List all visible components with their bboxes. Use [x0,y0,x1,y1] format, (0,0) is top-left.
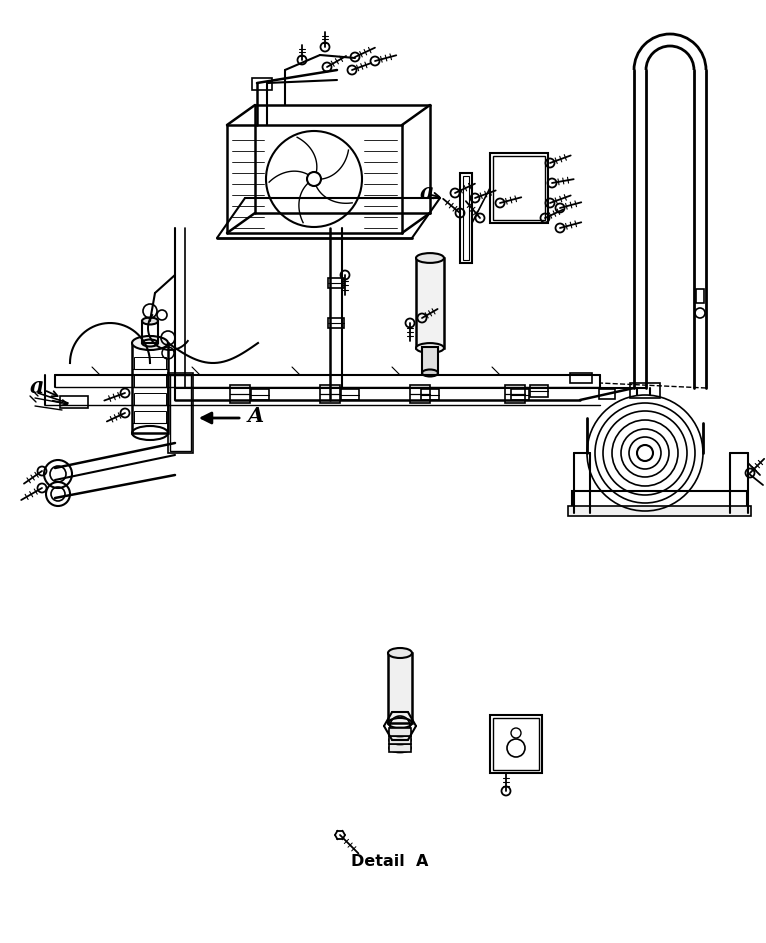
Bar [572,491,747,513]
Ellipse shape [389,727,411,736]
Bar [230,385,250,403]
Text: a: a [420,182,434,204]
Bar [570,373,592,383]
Text: A: A [248,406,264,426]
Circle shape [637,445,653,461]
Bar [320,385,340,403]
Bar [142,321,158,343]
Bar [341,389,359,400]
Ellipse shape [389,736,411,745]
Bar [389,744,411,752]
Bar [490,715,542,773]
Bar [493,718,539,770]
Bar [530,385,548,397]
Ellipse shape [416,253,444,263]
Ellipse shape [416,343,444,353]
Bar [328,278,344,288]
Bar [696,289,704,303]
Bar [410,385,430,403]
Ellipse shape [388,648,412,658]
Bar [134,357,166,369]
Bar [568,506,751,516]
Bar [630,383,660,398]
Bar [252,78,272,90]
Bar [132,343,168,433]
Bar [463,176,469,260]
Ellipse shape [422,370,438,376]
Bar [493,156,545,220]
Bar [389,728,411,736]
Bar [328,318,344,328]
Bar [170,375,191,451]
Bar [416,258,444,348]
Bar [505,385,525,403]
Bar [134,393,166,405]
Bar [134,411,166,423]
Bar [389,736,411,744]
Bar [490,153,548,223]
Bar [460,173,472,263]
Text: Detail  A: Detail A [352,853,429,869]
Bar [251,389,269,400]
Bar [388,653,412,723]
Bar [599,389,615,399]
Ellipse shape [132,336,168,350]
Bar [168,373,193,453]
Bar [60,396,88,408]
Bar [511,389,529,400]
Ellipse shape [389,743,411,753]
Bar [421,389,439,400]
Bar [134,375,166,387]
Ellipse shape [142,318,158,324]
Text: a: a [30,376,44,398]
Bar [422,347,438,373]
